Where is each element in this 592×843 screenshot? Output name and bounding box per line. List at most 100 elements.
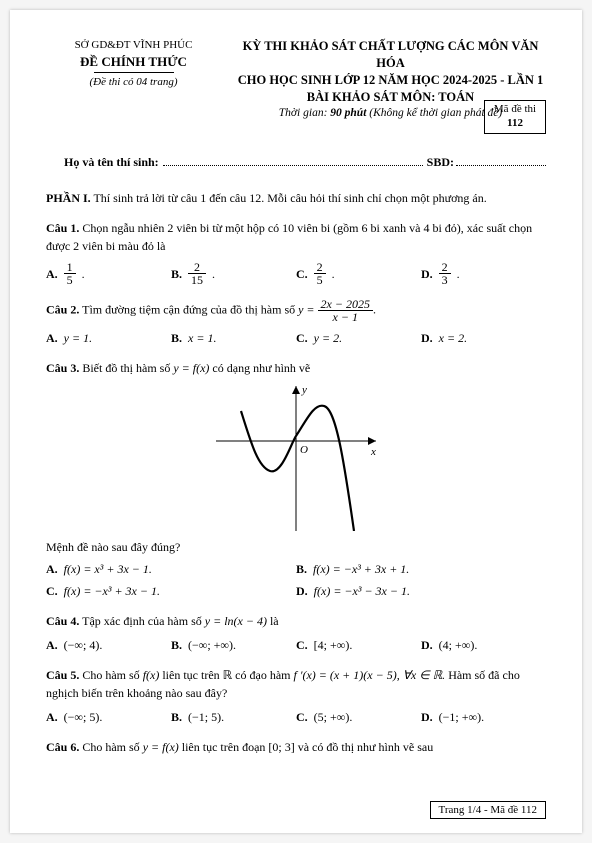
page-footer: Trang 1/4 - Mã đề 112 [430, 801, 546, 819]
q1-choice-d: D. 23. [421, 261, 546, 286]
page-count: (Đề thi có 04 trang) [46, 75, 221, 90]
q3-eq: y = f(x) [173, 361, 209, 375]
choice-label-b: B. [171, 265, 182, 283]
y-arrow-icon [292, 386, 300, 394]
q1-choice-b: B. 215. [171, 261, 296, 286]
part1-text: Thí sinh trả lời từ câu 1 đến câu 12. Mỗ… [91, 191, 487, 205]
q2-frac: 2x − 2025x − 1 [318, 298, 373, 323]
exam-page: SỞ GD&ĐT VĨNH PHÚC ĐỀ CHÍNH THỨC (Đề thi… [10, 10, 582, 833]
q4-stem: Câu 4. Tập xác định của hàm số y = ln(x … [46, 612, 546, 630]
q3-text-post: có dạng như hình vẽ [209, 361, 310, 375]
official-label: ĐỀ CHÍNH THỨC [46, 53, 221, 71]
q5-choice-d: D.(−1; +∞). [421, 708, 546, 726]
q5-stem: Câu 5. Cho hàm số f(x) liên tục trên ℝ c… [46, 666, 546, 702]
q2-choice-b: B.x = 1. [171, 329, 296, 347]
q3-choices-row2: C.f(x) = −x³ + 3x − 1. D.f(x) = −x³ − 3x… [46, 582, 546, 600]
question-4: Câu 4. Tập xác định của hàm số y = ln(x … [46, 612, 546, 654]
q2-choice-d: D.x = 2. [421, 329, 546, 347]
q6-label: Câu 6. [46, 740, 79, 754]
q4-choice-d: D.(4; +∞). [421, 636, 546, 654]
q4-label: Câu 4. [46, 614, 79, 628]
q2-label: Câu 2. [46, 303, 79, 317]
q5-choices: A.(−∞; 5). B.(−1; 5). C.(5; +∞). D.(−1; … [46, 708, 546, 726]
q3-text-pre: Biết đồ thị hàm số [79, 361, 173, 375]
q6-eq: y = f(x) [143, 740, 179, 754]
q5-R: ℝ [223, 668, 233, 682]
x-label: x [370, 446, 376, 458]
cubic-curve [241, 406, 354, 531]
q3-choice-b: B.f(x) = −x³ + 3x + 1. [296, 560, 546, 578]
q1-text: Chọn ngẫu nhiên 2 viên bi từ một hộp có … [46, 221, 532, 253]
exam-code-box: Mã đề thi 112 [484, 100, 546, 134]
q3-choices-row1: A.f(x) = x³ + 3x − 1. B.f(x) = −x³ + 3x … [46, 560, 546, 578]
header-left: SỞ GD&ĐT VĨNH PHÚC ĐỀ CHÍNH THỨC (Đề thi… [46, 38, 221, 121]
choice-label-d: D. [421, 265, 433, 283]
q6-text-pre: Cho hàm số [79, 740, 142, 754]
q6-stem: Câu 6. Cho hàm số y = f(x) liên tục trên… [46, 738, 546, 756]
part1-label: PHẦN I. [46, 191, 91, 205]
q2-yeq: y = [298, 303, 314, 317]
q5-mid2: có đạo hàm [232, 668, 293, 682]
org-name: SỞ GD&ĐT VĨNH PHÚC [46, 38, 221, 53]
q1-d-frac: 23 [439, 261, 451, 286]
exam-title-2: CHO HỌC SINH LỚP 12 NĂM HỌC 2024-2025 - … [235, 72, 546, 89]
q5-text-pre: Cho hàm số [79, 668, 142, 682]
time-value: 90 phút [330, 107, 366, 119]
part1: PHẦN I. Thí sinh trả lời từ câu 1 đến câ… [46, 190, 546, 207]
time-suffix: (Không kể thời gian phát đề) [366, 107, 502, 119]
q2-choice-a: A.y = 1. [46, 329, 171, 347]
header: SỞ GD&ĐT VĨNH PHÚC ĐỀ CHÍNH THỨC (Đề thi… [46, 38, 546, 121]
q4-choice-c: C.[4; +∞). [296, 636, 421, 654]
q4-choices: A.(−∞; 4). B.(−∞; +∞). C.[4; +∞). D.(4; … [46, 636, 546, 654]
q1-a-frac: 15 [64, 261, 76, 286]
y-label: y [301, 384, 307, 396]
q6-interval: [0; 3] [268, 740, 294, 754]
q2-choice-c: C.y = 2. [296, 329, 421, 347]
student-name-label: Họ và tên thí sinh: [46, 155, 159, 170]
underline [94, 72, 174, 73]
time-prefix: Thời gian: [279, 107, 331, 119]
choice-label-a: A. [46, 265, 58, 283]
q3-choice-d: D.f(x) = −x³ − 3x − 1. [296, 582, 546, 600]
q4-eq: y = ln(x − 4) [205, 614, 267, 628]
x-arrow-icon [368, 437, 376, 445]
q3-stem: Câu 3. Biết đồ thị hàm số y = f(x) có dạ… [46, 359, 546, 377]
sbd-dots [456, 156, 546, 166]
sbd-label: SBD: [427, 155, 454, 170]
q5-choice-a: A.(−∞; 5). [46, 708, 171, 726]
name-dots [163, 156, 423, 166]
question-3: Câu 3. Biết đồ thị hàm số y = f(x) có dạ… [46, 359, 546, 600]
q3-label: Câu 3. [46, 361, 79, 375]
exam-code-label: Mã đề thi [485, 103, 545, 117]
q1-choice-a: A. 15. [46, 261, 171, 286]
q6-text-post: và có đồ thị như hình vẽ sau [295, 740, 433, 754]
q2-text-pre: Tìm đường tiệm cận đứng của đồ thị hàm s… [79, 303, 298, 317]
question-2: Câu 2. Tìm đường tiệm cận đứng của đồ th… [46, 298, 546, 347]
exam-code-value: 112 [485, 117, 545, 131]
q1-choice-c: C. 25. [296, 261, 421, 286]
q2-stem: Câu 2. Tìm đường tiệm cận đứng của đồ th… [46, 298, 546, 323]
q5-fx: f(x) [143, 668, 160, 682]
q3-graph: y x O [46, 381, 546, 536]
choice-label-c: C. [296, 265, 308, 283]
question-5: Câu 5. Cho hàm số f(x) liên tục trên ℝ c… [46, 666, 546, 726]
o-label: O [300, 444, 308, 456]
q1-c-frac: 25 [314, 261, 326, 286]
q4-choice-b: B.(−∞; +∞). [171, 636, 296, 654]
q5-choice-b: B.(−1; 5). [171, 708, 296, 726]
q6-mid: liên tục trên đoạn [179, 740, 269, 754]
q4-text-pre: Tập xác định của hàm số [79, 614, 204, 628]
q4-choice-a: A.(−∞; 4). [46, 636, 171, 654]
q1-b-frac: 215 [188, 261, 206, 286]
question-6: Câu 6. Cho hàm số y = f(x) liên tục trên… [46, 738, 546, 756]
q1-stem: Câu 1. Chọn ngẫu nhiên 2 viên bi từ một … [46, 219, 546, 255]
q5-label: Câu 5. [46, 668, 79, 682]
question-1: Câu 1. Chọn ngẫu nhiên 2 viên bi từ một … [46, 219, 546, 286]
q3-subq: Mệnh đề nào sau đây đúng? [46, 538, 546, 556]
q1-label: Câu 1. [46, 221, 79, 235]
exam-title-1: KỲ THI KHẢO SÁT CHẤT LƯỢNG CÁC MÔN VĂN H… [235, 38, 546, 72]
q5-deriv: f ′(x) = (x + 1)(x − 5), ∀x ∈ ℝ. [293, 668, 445, 682]
q1-choices: A. 15. B. 215. C. 25. D. 23. [46, 261, 546, 286]
q4-text-post: là [267, 614, 279, 628]
student-line: Họ và tên thí sinh: SBD: [46, 155, 546, 170]
